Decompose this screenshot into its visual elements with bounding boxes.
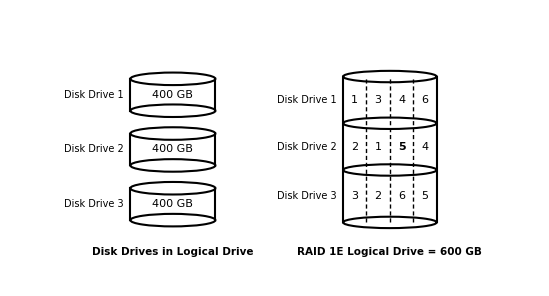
Ellipse shape (343, 118, 436, 129)
Ellipse shape (343, 71, 436, 82)
Ellipse shape (130, 73, 215, 85)
Text: 400 GB: 400 GB (153, 199, 193, 209)
Text: 6: 6 (422, 95, 428, 105)
Text: 2: 2 (374, 191, 382, 201)
Text: 5: 5 (422, 191, 428, 201)
Polygon shape (343, 77, 436, 222)
Text: 400 GB: 400 GB (153, 144, 193, 155)
Ellipse shape (130, 127, 215, 140)
Text: Disk Drive 2: Disk Drive 2 (64, 144, 124, 155)
Polygon shape (130, 79, 215, 111)
Text: Disk Drive 1: Disk Drive 1 (64, 90, 124, 100)
Text: 3: 3 (374, 95, 382, 105)
Text: 400 GB: 400 GB (153, 90, 193, 100)
Ellipse shape (130, 214, 215, 226)
Text: 4: 4 (422, 141, 429, 152)
Text: 1: 1 (374, 141, 382, 152)
Ellipse shape (130, 104, 215, 117)
Text: Disk Drive 2: Disk Drive 2 (277, 141, 337, 152)
Text: 5: 5 (397, 141, 405, 152)
Text: Disk Drive 3: Disk Drive 3 (64, 199, 124, 209)
Ellipse shape (343, 217, 436, 228)
Text: 2: 2 (351, 141, 358, 152)
Text: 4: 4 (398, 95, 405, 105)
Text: Disk Drive 1: Disk Drive 1 (277, 95, 337, 105)
Ellipse shape (343, 164, 436, 176)
Text: 6: 6 (398, 191, 405, 201)
Text: 3: 3 (351, 191, 358, 201)
Ellipse shape (130, 159, 215, 172)
Text: Disk Drive 3: Disk Drive 3 (277, 191, 337, 201)
Text: RAID 1E Logical Drive = 600 GB: RAID 1E Logical Drive = 600 GB (298, 247, 482, 257)
Polygon shape (130, 133, 215, 165)
Polygon shape (130, 188, 215, 220)
Text: Disk Drives in Logical Drive: Disk Drives in Logical Drive (92, 247, 254, 257)
Text: 1: 1 (351, 95, 358, 105)
Ellipse shape (130, 182, 215, 194)
